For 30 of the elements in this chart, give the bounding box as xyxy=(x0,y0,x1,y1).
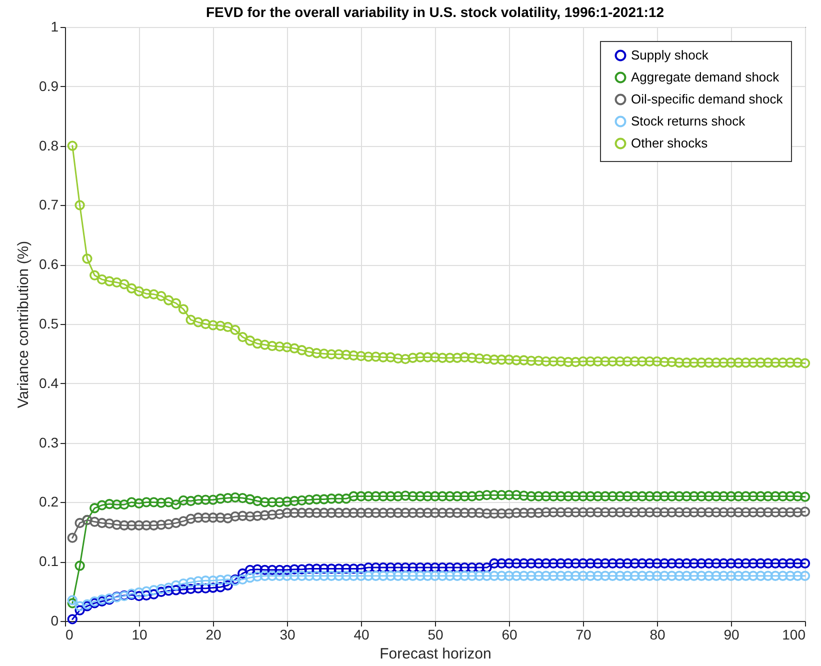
y-tick-label: 0.9 xyxy=(39,78,59,94)
x-tick-label: 20 xyxy=(206,626,222,642)
x-tick-label: 30 xyxy=(280,626,296,642)
x-tick-label: 60 xyxy=(502,626,518,642)
y-tick-label: 0.2 xyxy=(39,494,59,510)
x-axis-title: Forecast horizon xyxy=(380,646,492,662)
y-tick-label: 0 xyxy=(50,612,59,628)
legend-label: Supply shock xyxy=(631,48,709,62)
x-tick-label: 70 xyxy=(576,626,592,642)
x-tick-label: 90 xyxy=(724,626,740,642)
y-tick-label: 0.3 xyxy=(39,434,59,450)
x-tick-label: 100 xyxy=(782,626,806,642)
chart-title: FEVD for the overall variability in U.S. stock volatility, 1996:1-2021:12 xyxy=(206,4,664,20)
legend-label: Other shocks xyxy=(631,136,708,150)
y-axis-title: Variance contribution (%) xyxy=(15,240,32,408)
y-tick-label: 0.7 xyxy=(39,196,59,213)
x-tick-label: 10 xyxy=(132,626,148,642)
x-tick-label: 50 xyxy=(428,626,444,642)
legend-label: Aggregate demand shock xyxy=(631,70,780,84)
y-tick-label: 1 xyxy=(50,18,59,34)
y-tick-label: 0.6 xyxy=(39,256,59,272)
x-tick-label: 0 xyxy=(66,626,74,642)
legend-label: Oil-specific demand shock xyxy=(631,92,784,106)
x-tick-label: 80 xyxy=(650,626,666,642)
y-tick-label: 0.5 xyxy=(39,316,59,332)
x-tick-label: 40 xyxy=(354,626,370,642)
y-tick-label: 0.1 xyxy=(39,553,59,570)
legend-label: Stock returns shock xyxy=(631,114,746,128)
y-tick-label: 0.8 xyxy=(39,137,59,154)
y-tick-label: 0.4 xyxy=(39,374,59,391)
